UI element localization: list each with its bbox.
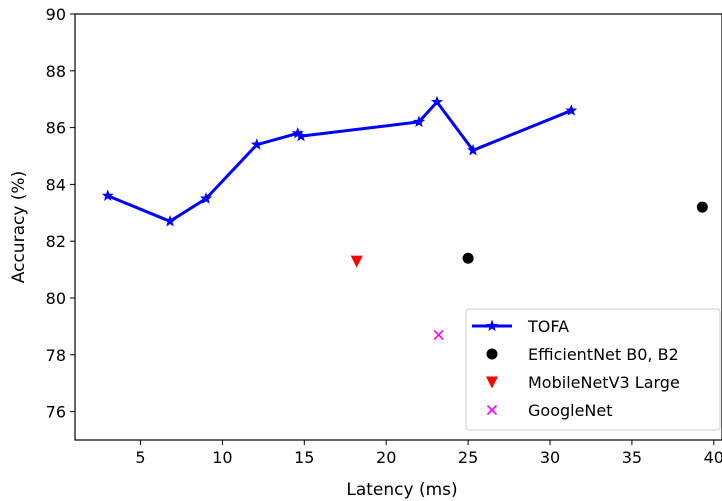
plot-frame: [74, 13, 722, 441]
x-tick-label: 40: [704, 448, 722, 467]
googlenet-point: [433, 329, 444, 340]
x-tick-label: 35: [622, 448, 642, 467]
x-tick-label: 20: [376, 448, 396, 467]
tofa-point: [295, 129, 308, 142]
efficientnet-b0-b2-point: [462, 252, 474, 264]
x-marker-stroke: [433, 329, 444, 340]
legend-box: [465, 308, 721, 431]
tofa-line: [107, 100, 572, 223]
tofa-point: [430, 95, 444, 108]
legend-marker: [486, 376, 498, 389]
tofa-point: [467, 143, 480, 156]
x-tick-label: 15: [294, 448, 314, 467]
legend-entry: GoogleNet: [486, 401, 613, 420]
y-tick-label: 78: [46, 346, 66, 365]
tofa-point: [101, 189, 114, 201]
y-tick-label: 82: [46, 232, 66, 251]
tofa-point: [250, 138, 263, 150]
x-tick-label: 10: [212, 448, 232, 467]
legend-marker: [485, 319, 499, 332]
tofa-point: [565, 104, 578, 116]
y-tick-label: 90: [46, 5, 66, 24]
legend-label: GoogleNet: [528, 401, 613, 420]
x-tick-label: 30: [540, 448, 560, 467]
x-marker-stroke: [486, 404, 498, 416]
legend-label: MobileNetV3 Large: [528, 373, 680, 392]
y-axis-label: Accuracy (%): [9, 171, 29, 283]
y-tick-label: 76: [46, 403, 66, 422]
legend-marker: [486, 348, 498, 360]
x-tick-label: 25: [458, 448, 478, 467]
tofa-point: [200, 192, 213, 204]
legend-entry: EfficientNet B0, B2: [486, 345, 679, 364]
tofa-point: [163, 214, 177, 227]
axes: 5 10 15 20 25 30 35 40 76 78 80 82 84 86 88 90: [46, 5, 722, 467]
plot-marks: [101, 95, 708, 340]
legend-entry: TOFA: [472, 317, 569, 336]
y-tick-label: 80: [46, 289, 66, 308]
legend-entry: MobileNetV3 Large: [486, 373, 680, 392]
y-tick-label: 86: [46, 119, 66, 138]
efficientnet-b0-b2-point: [696, 201, 708, 213]
legend-label: EfficientNet B0, B2: [528, 345, 679, 364]
x-axis-label: Latency (ms): [346, 480, 457, 500]
legend-marker: [486, 404, 498, 416]
tofa-point: [412, 115, 425, 128]
mobilenetv3-large-point: [350, 255, 363, 268]
legend: TOFA EfficientNet B0, B2 MobileNetV3 Large…: [465, 308, 721, 431]
y-tick-label: 88: [46, 62, 66, 81]
y-tick-label: 84: [46, 175, 66, 194]
x-tick-label: 5: [135, 448, 145, 467]
legend-label: TOFA: [527, 317, 569, 336]
